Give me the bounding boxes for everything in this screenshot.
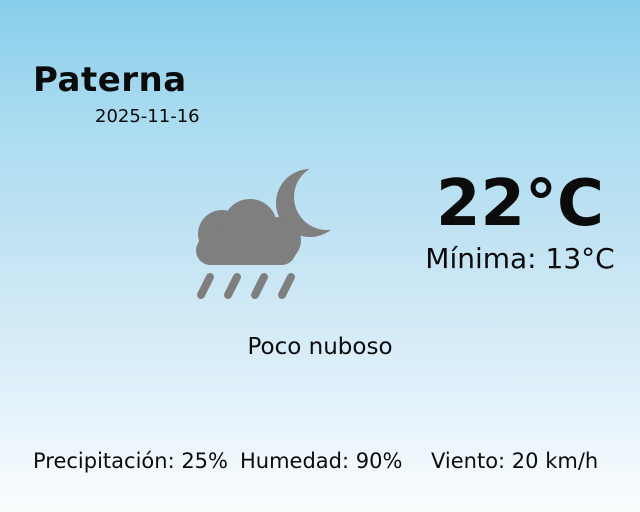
current-temperature: 22°C — [435, 167, 605, 241]
minimum-temperature: Mínima: 13°C — [425, 242, 615, 275]
precipitation-stat: Precipitación: 25% — [33, 449, 228, 473]
stats-row: Precipitación: 25% Humedad: 90% Viento: … — [0, 448, 640, 478]
condition-text: Poco nuboso — [247, 334, 393, 360]
rain-drops-icon — [197, 273, 295, 299]
crescent-moon-icon — [276, 169, 344, 237]
rain-cloud-icon — [196, 199, 301, 265]
forecast-date: 2025-11-16 — [95, 106, 200, 127]
humidity-stat: Humedad: 90% — [240, 449, 403, 473]
rain-cloud-moon-icon — [196, 169, 344, 299]
location-title: Paterna — [33, 60, 187, 100]
wind-stat: Viento: 20 km/h — [431, 449, 599, 473]
